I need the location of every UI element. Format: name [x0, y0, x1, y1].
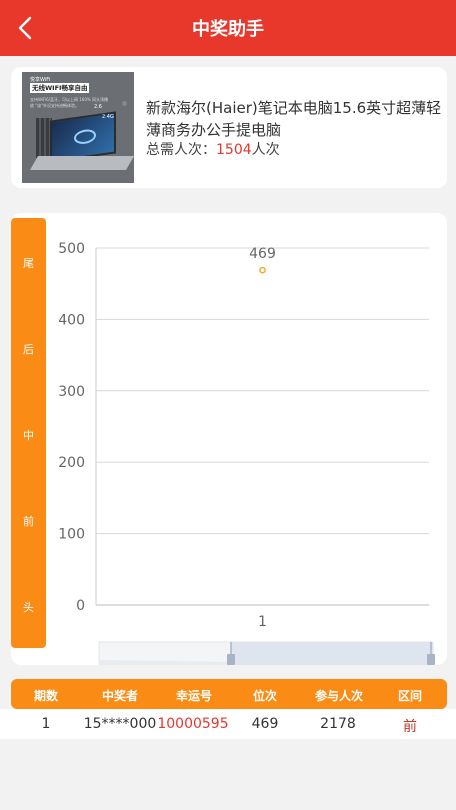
y-tick-label: 300 [58, 384, 85, 400]
product-image: 悦享WiFi 无线WIFI畅享自由 支持WiFi6/蓝牙，可以上网 160% 同… [22, 72, 134, 183]
side-tab-back[interactable]: 后 [23, 343, 34, 356]
side-tab-tail[interactable]: 尾 [23, 257, 34, 270]
y-tick-label: 100 [58, 527, 85, 543]
laptop-logo [74, 128, 96, 146]
col-header-region: 区间 [397, 689, 422, 703]
image-mini-b: 2.4G [102, 114, 114, 120]
chevron-left-icon[interactable] [10, 12, 42, 44]
col-header-lucky: 幸运号 [175, 689, 212, 703]
count-unit: 人次 [251, 142, 280, 158]
col-header-period: 期数 [33, 689, 58, 703]
image-small-text: 支持WiFi6/蓝牙，可以上网 160% 同头顶播放 "宙"外设支持流畅体验。 [30, 97, 108, 108]
zoom-slider-shadow [99, 660, 231, 665]
app-header: 中奖助手 [0, 0, 456, 56]
data-point [259, 266, 266, 274]
zoom-slider-window [231, 642, 433, 665]
data-label: 469 [249, 246, 276, 262]
chart: 0 100 200 300 400 500 1 469 [58, 241, 435, 665]
y-tick-label: 400 [58, 312, 85, 328]
y-tick-label: 0 [76, 598, 85, 614]
product-title: 新款海尔(Haier)笔记本电脑15.6英寸超薄轻薄商务办公手提电脑 [146, 99, 442, 139]
laptop-base [29, 156, 134, 170]
product-card[interactable]: 悦享WiFi 无线WIFI畅享自由 支持WiFi6/蓝牙，可以上网 160% 同… [11, 67, 447, 188]
chart-card: 尾 后 中 前 头 0 100 200 300 400 500 1 469 [11, 213, 447, 665]
col-header-participants: 参与人次 [314, 689, 363, 703]
cell-region: 前 [403, 719, 417, 735]
col-header-winner: 中奖者 [101, 689, 138, 703]
count-label: 总需人次： [146, 142, 216, 158]
side-tab-head[interactable]: 头 [23, 601, 34, 614]
table-row[interactable]: 1 15****000 10000595 469 2178 前 [0, 709, 456, 739]
page-title: 中奖助手 [192, 19, 264, 40]
image-badge: 悦享WiFi [30, 77, 51, 83]
x-tick-label: 1 [258, 614, 267, 630]
side-tab-bar: 尾 后 中 前 头 [11, 218, 46, 648]
product-count: 总需人次：1504人次 [146, 139, 280, 159]
image-dot [122, 101, 127, 106]
cell-winner: 15****000 [83, 716, 157, 732]
y-tick-label: 200 [58, 455, 85, 471]
cell-participants: 2178 [320, 716, 356, 732]
zoom-slider-handle [227, 654, 235, 665]
cell-lucky: 10000595 [157, 716, 229, 732]
table-header: 期数 中奖者 幸运号 位次 参与人次 区间 [11, 679, 447, 709]
side-tab-front[interactable]: 前 [23, 515, 34, 528]
zoom-slider-handle [427, 654, 435, 665]
col-header-rank: 位次 [252, 689, 277, 703]
cell-period: 1 [41, 716, 51, 732]
cell-rank: 469 [251, 716, 279, 732]
books-graphic [36, 118, 52, 158]
image-mini-a: 2.6 [94, 104, 102, 110]
side-tab-middle[interactable]: 中 [23, 429, 34, 442]
y-tick-label: 500 [58, 241, 85, 257]
image-headline: 无线WIFI畅享自由 [30, 83, 90, 93]
count-value: 1504 [216, 142, 252, 158]
